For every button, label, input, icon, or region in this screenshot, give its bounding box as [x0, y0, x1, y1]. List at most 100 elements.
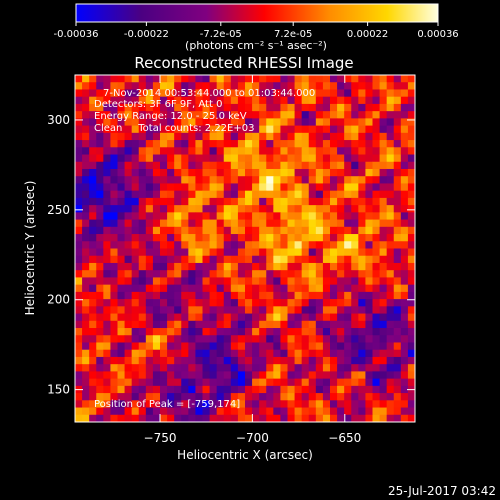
heatmap-cell: [110, 219, 118, 228]
heatmap-cell: [372, 234, 380, 242]
heatmap-cell: [138, 241, 147, 249]
heatmap-cell: [301, 356, 310, 365]
heatmap-cell: [252, 328, 260, 336]
heatmap-cell: [124, 132, 133, 141]
heatmap-cell: [138, 335, 147, 343]
heatmap-cell: [407, 291, 415, 300]
heatmap-cell: [400, 132, 409, 141]
heatmap-cell: [75, 270, 83, 278]
heatmap-cell: [315, 111, 324, 119]
heatmap-cell: [372, 393, 380, 401]
heatmap-cell: [308, 320, 317, 329]
heatmap-cell: [358, 118, 366, 127]
heatmap-cell: [124, 262, 133, 271]
heatmap-cell: [322, 197, 331, 206]
heatmap-cell: [75, 183, 83, 192]
heatmap-cell: [407, 270, 415, 278]
heatmap-cell: [237, 270, 246, 278]
heatmap-cell: [407, 393, 415, 401]
heatmap-cell: [237, 161, 246, 170]
heatmap-cell: [160, 248, 168, 257]
heatmap-cell: [245, 96, 253, 105]
heatmap-cell: [167, 147, 175, 155]
heatmap-cell: [365, 328, 373, 336]
heatmap-cell: [209, 320, 218, 329]
heatmap-cell: [351, 132, 359, 141]
heatmap-cell: [103, 255, 111, 264]
heatmap-cell: [407, 212, 415, 220]
heatmap-cell: [174, 118, 182, 127]
heatmap-cell: [273, 393, 281, 401]
heatmap-cell: [266, 132, 274, 141]
heatmap-cell: [160, 89, 168, 98]
heatmap-cell: [344, 364, 352, 372]
heatmap-cell: [315, 176, 324, 184]
heatmap-cell: [379, 400, 388, 408]
heatmap-cell: [400, 328, 409, 336]
heatmap-cell: [322, 328, 331, 336]
heatmap-cell: [181, 197, 189, 206]
heatmap-cell: [82, 364, 90, 372]
heatmap-cell: [138, 313, 147, 322]
heatmap-cell: [103, 335, 111, 343]
heatmap-cell: [181, 299, 189, 307]
heatmap-cell: [152, 328, 161, 336]
heatmap-cell: [195, 255, 203, 264]
heatmap-cell: [252, 255, 260, 264]
heatmap-cell: [379, 393, 388, 401]
heatmap-cell: [322, 190, 331, 199]
heatmap-cell: [181, 132, 189, 141]
heatmap-cell: [372, 161, 380, 170]
heatmap-cell: [315, 320, 324, 329]
heatmap-cell: [110, 328, 118, 336]
heatmap-cell: [110, 176, 118, 184]
heatmap-cell: [287, 328, 295, 336]
heatmap-cell: [273, 147, 281, 155]
heatmap-cell: [103, 103, 111, 112]
heatmap-cell: [322, 291, 331, 300]
heatmap-cell: [230, 96, 239, 105]
heatmap-cell: [188, 349, 196, 358]
heatmap-cell: [259, 328, 267, 336]
heatmap-cell: [131, 103, 140, 112]
heatmap-cell: [252, 125, 260, 134]
heatmap-cell: [230, 183, 239, 192]
heatmap-cell: [89, 168, 97, 177]
heatmap-cell: [322, 154, 331, 163]
heatmap-cell: [216, 183, 225, 192]
heatmap-cell: [223, 197, 232, 206]
heatmap-cell: [160, 378, 168, 387]
heatmap-cell: [160, 241, 168, 249]
heatmap-cell: [103, 205, 111, 213]
heatmap-cell: [337, 103, 345, 112]
heatmap-cell: [223, 205, 232, 213]
heatmap-cell: [181, 226, 189, 235]
heatmap-cell: [82, 111, 90, 119]
heatmap-cell: [301, 75, 310, 83]
heatmap-cell: [330, 82, 338, 90]
heatmap-cell: [252, 342, 260, 351]
heatmap-cell: [330, 349, 338, 358]
heatmap-cell: [96, 183, 104, 192]
annotation-clean: Clean Total counts: 2.22E+03: [94, 123, 254, 134]
heatmap-cell: [82, 241, 90, 249]
heatmap-cell: [280, 140, 288, 148]
heatmap-cell: [337, 183, 345, 192]
heatmap-cell: [188, 154, 196, 163]
heatmap-cell: [117, 140, 125, 148]
heatmap-cell: [287, 313, 295, 322]
heatmap-cell: [379, 349, 388, 358]
heatmap-cell: [400, 111, 409, 119]
heatmap-cell: [365, 299, 373, 307]
heatmap-cell: [216, 168, 225, 177]
heatmap-cell: [75, 82, 83, 90]
heatmap-cell: [280, 111, 288, 119]
heatmap-cell: [160, 385, 168, 394]
heatmap-cell: [266, 371, 274, 380]
heatmap-cell: [223, 89, 232, 98]
heatmap-cell: [216, 400, 225, 408]
colorbar-tick-label: -0.00022: [124, 29, 169, 40]
heatmap-cell: [124, 335, 133, 343]
heatmap-cell: [372, 400, 380, 408]
heatmap-cell: [124, 414, 133, 422]
